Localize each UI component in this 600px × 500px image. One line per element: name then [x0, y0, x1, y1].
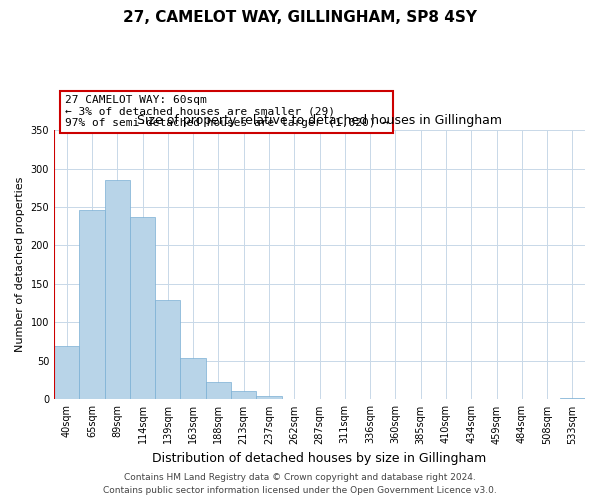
Title: Size of property relative to detached houses in Gillingham: Size of property relative to detached ho… [137, 114, 502, 128]
X-axis label: Distribution of detached houses by size in Gillingham: Distribution of detached houses by size … [152, 452, 487, 465]
Y-axis label: Number of detached properties: Number of detached properties [15, 177, 25, 352]
Bar [560, 398, 585, 400]
Bar [79, 210, 104, 400]
Bar [256, 396, 281, 400]
Text: 27 CAMELOT WAY: 60sqm
← 3% of detached houses are smaller (29)
97% of semi-detac: 27 CAMELOT WAY: 60sqm ← 3% of detached h… [65, 95, 389, 128]
Text: 27, CAMELOT WAY, GILLINGHAM, SP8 4SY: 27, CAMELOT WAY, GILLINGHAM, SP8 4SY [123, 10, 477, 25]
Bar [231, 391, 256, 400]
Bar [181, 358, 206, 400]
Bar [104, 180, 130, 400]
Bar [54, 346, 79, 400]
Bar [155, 300, 181, 400]
Bar [206, 382, 231, 400]
Text: Contains HM Land Registry data © Crown copyright and database right 2024.
Contai: Contains HM Land Registry data © Crown c… [103, 474, 497, 495]
Bar [130, 217, 155, 400]
